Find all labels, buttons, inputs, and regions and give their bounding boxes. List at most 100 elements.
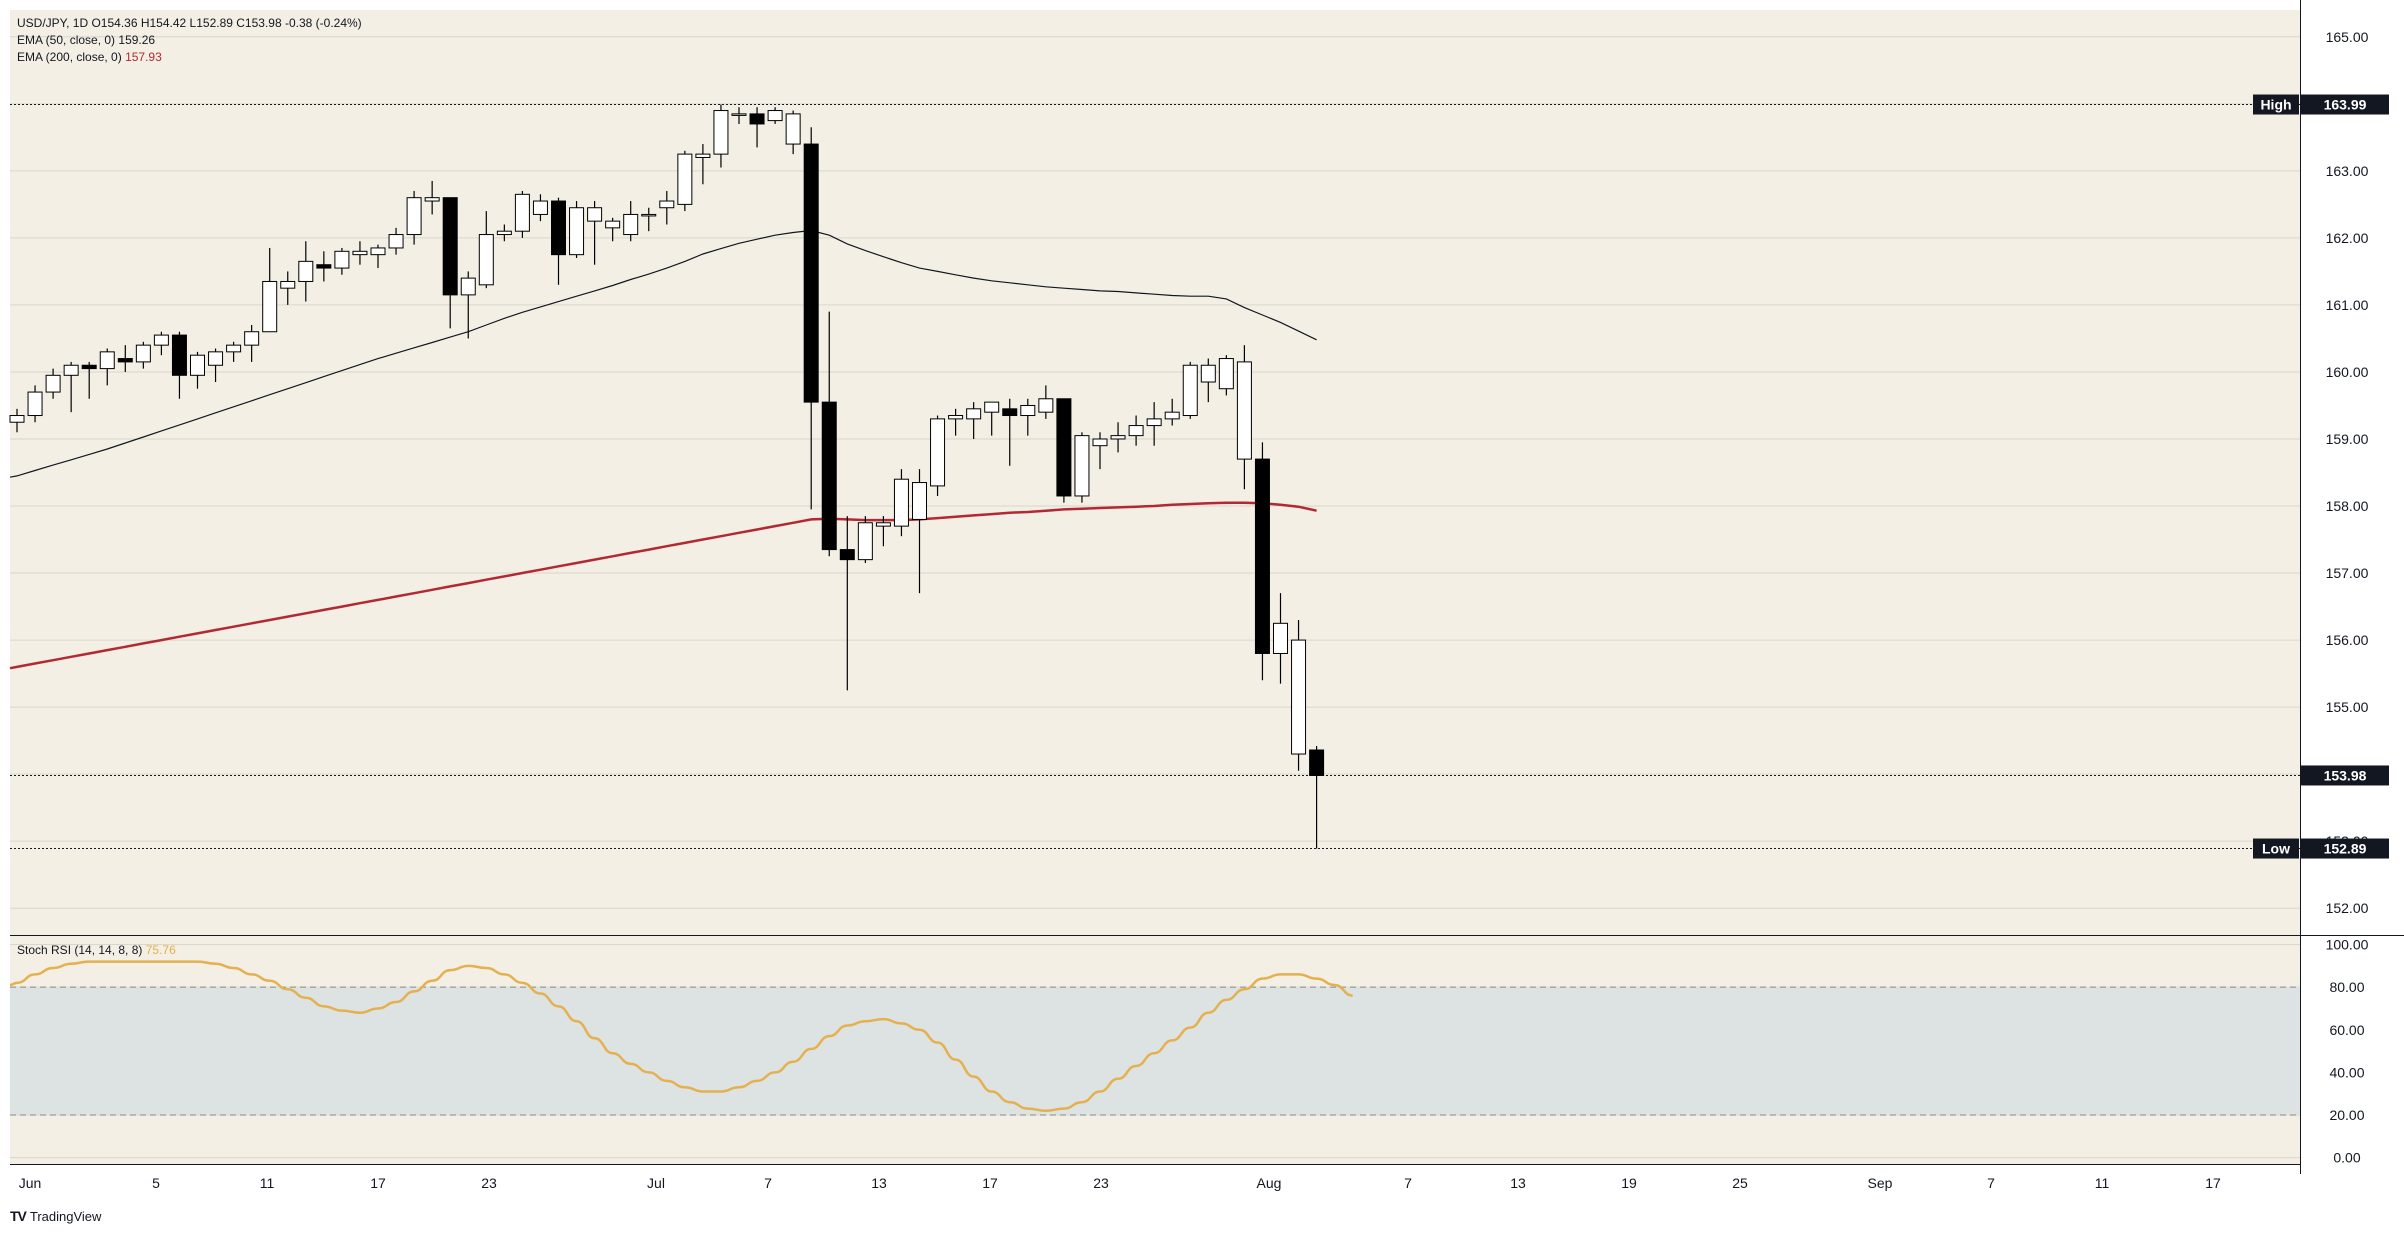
candle-body [1236,361,1252,460]
ema200-value: 157.93 [125,50,162,64]
rsi-legend[interactable]: Stoch RSI (14, 14, 8, 8) 75.76 [17,942,176,959]
candle-body [713,110,729,155]
candle-body [406,197,422,236]
candles [9,104,1325,849]
rsi-tick-label: 80.00 [2329,979,2364,995]
time-tick-label: Jun [19,1175,42,1191]
time-tick-label: 13 [1510,1175,1526,1191]
price-tick-label: 162.00 [2326,230,2369,246]
candle-body [280,280,296,289]
candle-body [208,351,224,366]
candle-body [117,358,133,363]
price-tick-label: 158.00 [2326,498,2369,514]
rsi-band [10,987,2300,1115]
price-badge-label: High [2260,97,2291,113]
candle-body [262,280,278,333]
ema50-line [9,229,1317,478]
candle-body [659,200,675,209]
candle-body [893,478,909,527]
time-tick-label: 17 [370,1175,386,1191]
time-tick-label: 23 [481,1175,497,1191]
candle-body [1309,749,1325,776]
candle-body [244,331,260,346]
price-badge-box [2301,838,2389,859]
time-tick-label: 13 [871,1175,887,1191]
candle-body [334,250,350,269]
ema50-label: EMA (50, close, 0) [17,33,116,47]
candle-body [1146,418,1162,427]
candle-body [731,113,747,116]
candle-body [1038,398,1054,413]
candle-body [63,364,79,376]
price-tick-label: 160.00 [2326,364,2369,380]
candle-body [1182,364,1198,417]
price-tick-label: 155.00 [2326,699,2369,715]
price-tick-label: 156.00 [2326,632,2369,648]
time-tick-label: 7 [1987,1175,1995,1191]
candle-body [912,482,927,520]
tradingview-logo-icon: TV [10,1208,27,1224]
candle-body [226,344,242,353]
price-tick-label: 163.00 [2326,163,2369,179]
candle-body [1291,639,1307,755]
tradingview-brand[interactable]: TV TradingView [10,1208,101,1224]
time-tick-label: 17 [982,1175,998,1191]
candle-body [1254,458,1270,654]
price-badge-label-box [2253,94,2299,115]
rsi-tick-label: 40.00 [2329,1064,2364,1080]
candle-body [514,193,530,232]
candle-body [623,213,639,236]
candle-body [821,401,837,551]
candle-body [352,250,368,256]
time-tick-label: 11 [2095,1175,2110,1191]
candle-body [424,197,440,202]
price-tick-label: 152.00 [2326,900,2369,916]
price-badge-box [2301,765,2389,786]
candle-body [695,153,711,158]
stoch-rsi-path [9,960,1353,1112]
candle-body [460,277,476,296]
price-badge-value: 163.99 [2324,97,2367,113]
candle-body [27,391,43,417]
stoch-rsi-line [9,960,1353,1112]
ema200-legend[interactable]: EMA (200, close, 0) 157.93 [17,49,362,66]
candle-body [81,364,97,370]
rsi-axis[interactable]: 100.00 80.00 60.00 40.00 20.00 0.00 [2326,937,2369,1166]
candle-body [9,415,25,423]
time-tick-label: 25 [1732,1175,1748,1191]
price-badge-value: 152.89 [2324,841,2367,857]
candle-body [785,113,801,145]
candle-body [984,401,1000,413]
candle-body [1074,435,1090,497]
candle-body [496,230,512,236]
time-tick-label: Jul [647,1175,665,1191]
price-tick-label: 161.00 [2326,297,2369,313]
time-tick-label: Sep [1868,1175,1893,1191]
price-tick-label: 159.00 [2326,431,2369,447]
candle-body [1092,438,1108,447]
candle-body [190,354,205,376]
candle-body [442,197,458,296]
chart-legend: USD/JPY, 1D O154.36 H154.42 L152.89 C153… [17,15,362,66]
time-tick-label: 5 [152,1175,160,1191]
rsi-tick-label: 0.00 [2333,1150,2360,1166]
candle-body [1020,404,1036,417]
candle-body [551,200,566,256]
candle-body [370,247,386,256]
candle-body [587,207,603,222]
candle-body [875,522,891,527]
price-badges: 163.99 High 153.98 152.89 Low [2253,94,2389,859]
candle-body [153,334,169,346]
candle-body [388,234,404,249]
time-tick-label: 19 [1621,1175,1637,1191]
ema200-line [9,501,1317,670]
main-grid [10,36,2300,909]
candle-body [1218,358,1234,390]
ema50-value: 159.26 [118,33,156,47]
time-tick-label: Aug [1257,1175,1282,1191]
time-tick-label: 11 [260,1175,275,1191]
time-axis[interactable]: Jun 5 11 17 23 Jul 7 13 17 23 Aug 7 13 19 25 Sep 7 11 17 [19,1175,2221,1191]
candle-body [1002,408,1018,417]
candle-body [45,374,61,393]
ema50-legend[interactable]: EMA (50, close, 0) 159.26 [17,32,362,49]
